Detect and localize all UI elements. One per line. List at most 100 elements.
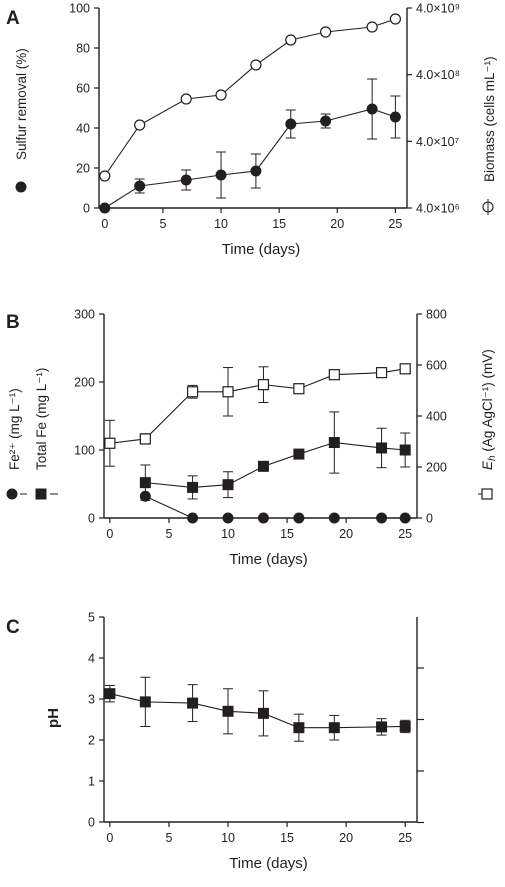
left-axis-title-fe2: Fe²⁺ (mg L⁻¹)	[7, 388, 22, 470]
x-tick-label: 20	[339, 831, 353, 845]
y-tick-label: 2	[88, 734, 95, 748]
eh-point	[222, 386, 234, 398]
total-fe-point	[257, 460, 269, 472]
total-fe-line	[145, 441, 406, 488]
total-fe-point	[222, 479, 234, 491]
biomass-point	[250, 59, 262, 71]
y-tick-label: 80	[76, 42, 90, 56]
x-tick-label: 0	[101, 217, 108, 231]
ph-point	[139, 696, 151, 708]
total-fe-point	[293, 448, 305, 460]
y-tick-label: 3	[88, 693, 95, 707]
biomass-line	[104, 18, 396, 177]
fe2-point	[139, 490, 151, 502]
sulfur-removal-point	[366, 103, 378, 115]
right-tick-label: 4.0×10⁷	[416, 135, 460, 149]
right-tick-label: 0	[426, 512, 433, 526]
biomass-point	[389, 13, 401, 25]
y-tick-label: 40	[76, 122, 90, 136]
ph-point	[399, 720, 411, 732]
eh-point	[104, 437, 116, 449]
eh-point	[257, 379, 270, 391]
fe2-point	[257, 512, 269, 524]
right-tick-label: 4.0×10⁸	[416, 68, 460, 82]
right-tick-label: 4.0×10⁶	[416, 202, 460, 216]
eh-subscript: h	[487, 455, 498, 461]
left-axis-title: Sulfur removal (%)	[14, 48, 29, 160]
x-axis-title: Time (days)	[229, 551, 308, 568]
x-tick-label: 10	[221, 527, 235, 541]
sulfur-removal-point	[285, 118, 297, 130]
eh-units: (Ag AgCl⁻¹) (mV)	[480, 349, 495, 455]
panel-letter: C	[6, 617, 20, 638]
sulfur-removal-point	[134, 180, 146, 192]
ph-point	[187, 697, 199, 709]
fe2-point	[376, 512, 388, 524]
right-tick-label: 800	[426, 308, 447, 322]
ph-point	[293, 722, 305, 734]
fe2-point	[222, 512, 234, 524]
sulfur-removal-point	[320, 115, 332, 127]
panel-c: 0 5 10 15 20 25 Time (days) C 0 1 2 3 4 5 pH	[6, 611, 424, 872]
eh-point	[375, 367, 388, 379]
legend-eh-marker	[481, 488, 493, 500]
eh-line	[109, 368, 406, 444]
eh-point	[293, 383, 305, 395]
biomass-point	[134, 119, 146, 131]
ph-line	[109, 693, 406, 729]
x-tick-label: 10	[221, 831, 235, 845]
ph-point	[222, 705, 234, 717]
panel-letter: A	[6, 8, 20, 29]
sulfur-removal-point	[250, 165, 262, 177]
ph-point	[376, 721, 388, 733]
y-tick-label: 1	[88, 775, 95, 789]
ph-point	[257, 707, 269, 719]
legend-totalfe-marker	[35, 488, 47, 500]
biomass-point	[99, 170, 111, 182]
y-axis-title: pH	[45, 708, 62, 728]
y-tick-label: 100	[69, 2, 90, 16]
ph-point	[328, 722, 340, 734]
panel-b: 0 5 10 15 20 25 Time (days) B 0 100 200 300 0 200 400 6…	[6, 308, 498, 569]
y-tick-label: 0	[88, 512, 95, 526]
right-axis-title: Eh (Ag AgCl⁻¹) (mV)	[480, 349, 498, 470]
panel-a: 0 5 10 15 20 25 Time (days) A 0 20 40 60 80 100 4.0×10…	[6, 2, 497, 259]
left-axis-title-totalfe: Total Fe (mg L⁻¹)	[34, 368, 49, 470]
fe2-line	[145, 495, 406, 519]
total-fe-point	[139, 477, 151, 489]
biomass-point	[215, 89, 227, 101]
total-fe-point	[376, 442, 388, 454]
y-tick-label: 60	[76, 82, 90, 96]
y-tick-label: 0	[83, 202, 90, 216]
legend-sulfur-marker	[15, 181, 27, 193]
right-tick-label: 600	[426, 359, 447, 373]
total-fe-point	[328, 437, 340, 449]
y-tick-label: 100	[74, 444, 95, 458]
x-tick-label: 5	[165, 527, 172, 541]
biomass-point	[320, 26, 332, 38]
x-tick-label: 25	[398, 527, 412, 541]
total-fe-point	[187, 481, 199, 493]
eh-point	[186, 386, 199, 398]
x-tick-label: 25	[398, 831, 412, 845]
ph-point	[104, 688, 116, 700]
right-tick-label: 400	[426, 410, 447, 424]
fe2-point	[293, 512, 305, 524]
biomass-point	[366, 21, 378, 33]
right-axis-title: Biomass (cells mL⁻¹)	[482, 56, 497, 182]
y-tick-label: 5	[88, 611, 95, 625]
legend-biomass-marker	[482, 199, 494, 215]
eh-symbol: E	[480, 460, 495, 470]
y-tick-label: 4	[88, 652, 95, 666]
y-tick-label: 200	[74, 376, 95, 390]
x-tick-label: 0	[106, 527, 113, 541]
x-axis-title: Time (days)	[229, 855, 308, 872]
y-tick-label: 300	[74, 308, 95, 322]
x-tick-label: 15	[280, 831, 294, 845]
x-tick-label: 0	[106, 831, 113, 845]
fe2-point	[399, 512, 411, 524]
sulfur-removal-point	[99, 202, 111, 214]
y-tick-label: 0	[88, 816, 95, 830]
legend-fe2-marker	[6, 488, 18, 500]
